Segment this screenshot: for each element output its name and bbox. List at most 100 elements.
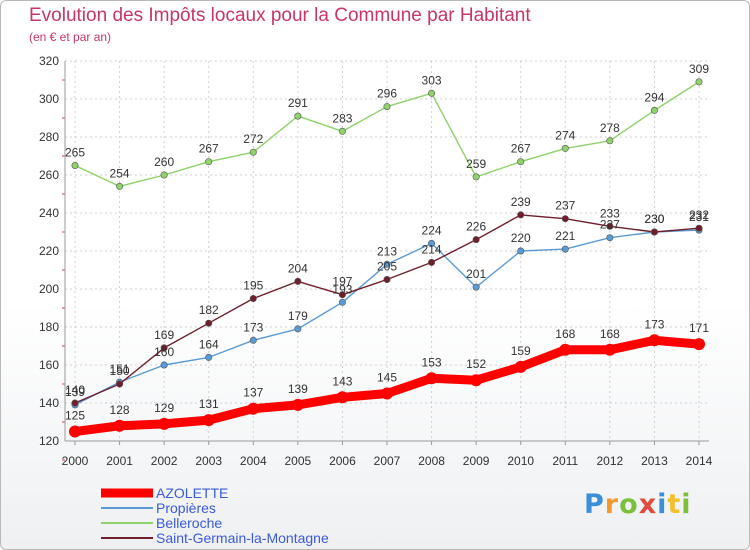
y-tick-label: 260 [39, 168, 59, 182]
x-tick-label: 2001 [106, 454, 133, 468]
data-label: 129 [154, 401, 174, 415]
proxiti-logo: Proxiti [584, 489, 692, 520]
data-point [693, 338, 705, 351]
data-label: 204 [288, 261, 308, 275]
data-point [695, 224, 703, 232]
data-point [517, 158, 525, 166]
data-point [71, 162, 79, 170]
legend-label: Saint-Germain-la-Montagne [156, 530, 329, 546]
data-label: 143 [332, 374, 352, 388]
data-point [294, 277, 302, 285]
x-tick-label: 2013 [641, 454, 668, 468]
data-point [428, 258, 436, 266]
x-tick-label: 2003 [195, 454, 222, 468]
data-point [160, 361, 168, 369]
x-tick-label: 2012 [597, 454, 624, 468]
data-point [648, 334, 661, 347]
data-point [116, 380, 124, 388]
data-point [160, 344, 168, 352]
data-label: 239 [511, 195, 531, 209]
data-point [383, 260, 391, 268]
legend-label: Belleroche [156, 515, 222, 531]
data-point [69, 425, 81, 438]
data-label: 169 [154, 328, 174, 342]
data-label: 173 [644, 317, 664, 331]
data-label: 197 [332, 275, 352, 289]
data-label: 291 [288, 96, 308, 110]
y-tick-label: 140 [39, 396, 59, 410]
x-tick-label: 2009 [463, 454, 490, 468]
x-tick-label: 2006 [329, 454, 356, 468]
data-label: 294 [644, 90, 664, 104]
data-label: 153 [422, 355, 442, 369]
data-point [381, 387, 393, 400]
data-label: 182 [199, 303, 219, 317]
data-point [650, 228, 658, 236]
data-label: 140 [65, 383, 85, 397]
y-tick-label: 320 [39, 54, 59, 68]
data-label: 171 [689, 321, 709, 335]
data-label: 274 [555, 128, 575, 142]
data-point [160, 171, 168, 179]
data-label: 139 [65, 385, 85, 399]
data-point [294, 325, 302, 333]
data-label: 233 [600, 206, 620, 220]
data-label: 168 [555, 327, 575, 341]
data-label: 193 [332, 282, 352, 296]
data-point [249, 336, 257, 344]
data-label: 231 [689, 210, 709, 224]
data-point [472, 283, 480, 291]
data-point [425, 372, 438, 385]
x-tick-label: 2014 [686, 454, 713, 468]
data-label: 230 [644, 212, 664, 226]
data-point [202, 414, 215, 427]
data-point [249, 294, 257, 302]
data-label: 272 [243, 132, 263, 146]
y-tick-label: 220 [39, 244, 59, 258]
data-point [158, 417, 171, 430]
data-label: 259 [466, 157, 486, 171]
x-tick-label: 2010 [507, 454, 534, 468]
data-label: 205 [377, 260, 397, 274]
y-tick-label: 240 [39, 206, 59, 220]
x-tick-label: 2007 [374, 454, 401, 468]
data-point [249, 148, 257, 156]
data-point [205, 319, 213, 327]
data-point [470, 374, 483, 387]
y-tick-label: 300 [39, 92, 59, 106]
legend-label: Propières [156, 500, 216, 516]
data-label: 168 [600, 327, 620, 341]
data-point [336, 391, 349, 404]
x-tick-label: 2000 [62, 454, 89, 468]
data-point [606, 234, 614, 242]
data-point [247, 402, 260, 415]
data-point [472, 173, 480, 181]
data-point [338, 298, 346, 306]
data-label: 131 [199, 397, 219, 411]
data-label: 303 [422, 73, 442, 87]
data-label: 145 [377, 371, 397, 385]
data-label: 296 [377, 87, 397, 101]
data-label: 164 [199, 337, 219, 351]
data-label: 224 [422, 223, 442, 237]
data-label: 220 [511, 231, 531, 245]
data-point [116, 182, 124, 190]
data-point [113, 419, 126, 432]
data-label: 214 [422, 242, 442, 256]
data-label: 173 [243, 320, 263, 334]
data-point [603, 343, 616, 356]
data-label: 179 [288, 309, 308, 323]
data-label: 159 [511, 344, 531, 358]
x-tick-label: 2011 [552, 454, 578, 468]
data-label: 265 [65, 146, 85, 160]
data-label: 309 [689, 62, 709, 76]
data-point [606, 222, 614, 230]
y-tick-label: 180 [39, 320, 59, 334]
data-point [517, 247, 525, 255]
data-point [71, 399, 79, 407]
x-tick-label: 2002 [151, 454, 178, 468]
data-point [561, 245, 569, 253]
y-tick-label: 280 [39, 130, 59, 144]
data-label: 267 [511, 142, 531, 156]
